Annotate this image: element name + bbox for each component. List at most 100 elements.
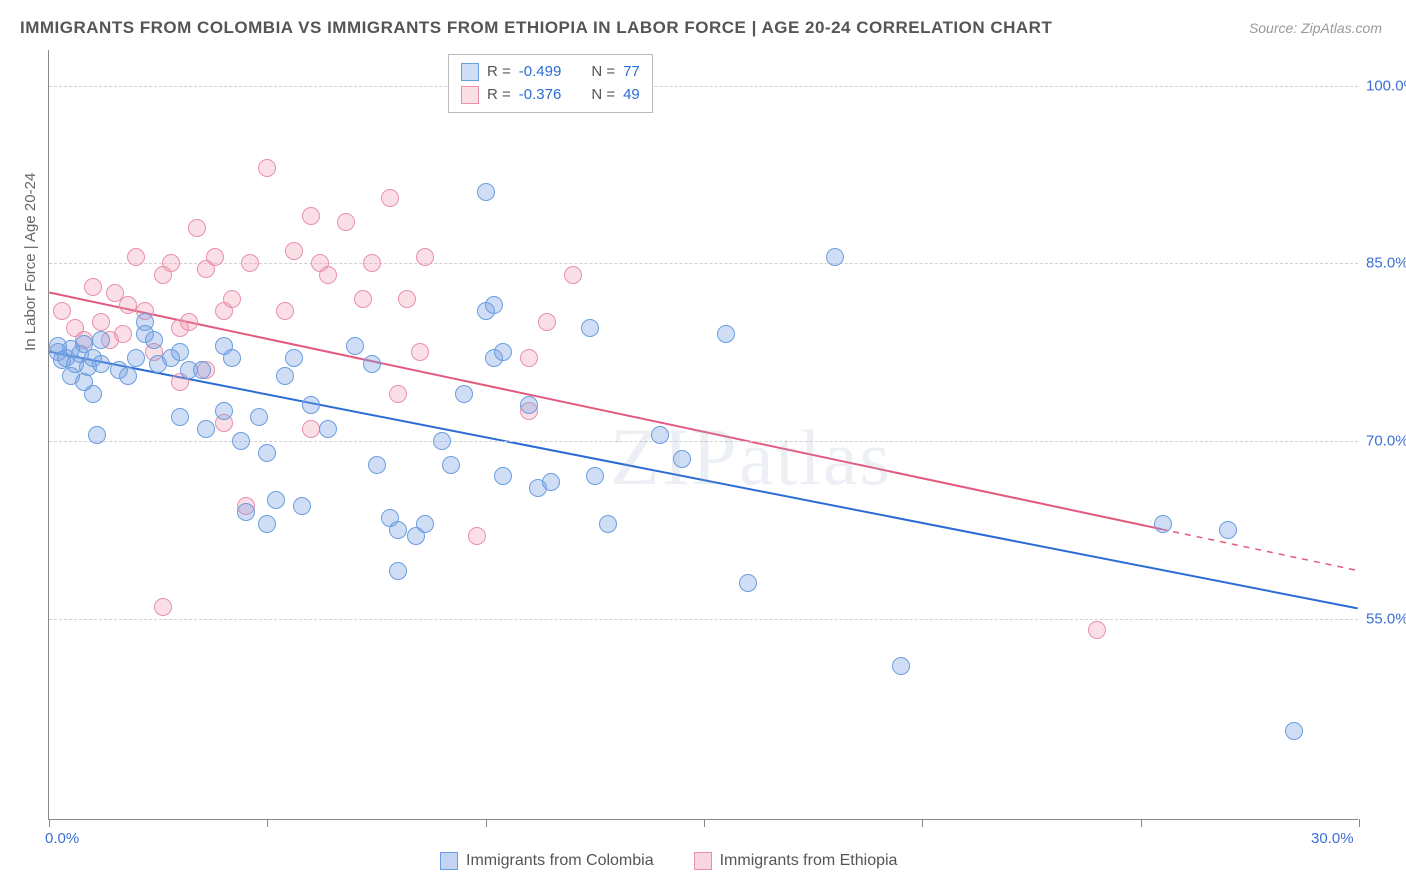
- data-point: [485, 296, 503, 314]
- x-tick: [486, 819, 487, 827]
- data-point: [258, 515, 276, 533]
- data-point: [84, 385, 102, 403]
- data-point: [416, 248, 434, 266]
- data-point: [468, 527, 486, 545]
- data-point: [232, 432, 250, 450]
- data-point: [542, 473, 560, 491]
- data-point: [599, 515, 617, 533]
- data-point: [154, 598, 172, 616]
- data-point: [92, 355, 110, 373]
- data-point: [368, 456, 386, 474]
- stat-r-value: -0.499: [519, 61, 562, 84]
- legend-swatch: [461, 86, 479, 104]
- data-point: [520, 396, 538, 414]
- data-point: [302, 207, 320, 225]
- legend-statistics: R =-0.499N =77R =-0.376N =49: [448, 54, 653, 113]
- stat-n-value: 77: [623, 61, 640, 84]
- data-point: [586, 467, 604, 485]
- y-axis-label: In Labor Force | Age 20-24: [22, 173, 39, 351]
- data-point: [127, 248, 145, 266]
- data-point: [215, 402, 233, 420]
- x-tick: [1359, 819, 1360, 827]
- legend-swatch: [440, 852, 458, 870]
- data-point: [171, 343, 189, 361]
- data-point: [319, 420, 337, 438]
- data-point: [88, 426, 106, 444]
- x-tick: [49, 819, 50, 827]
- y-tick-label: 100.0%: [1366, 77, 1406, 94]
- data-point: [354, 290, 372, 308]
- data-point: [136, 313, 154, 331]
- data-point: [258, 444, 276, 462]
- data-point: [381, 189, 399, 207]
- data-point: [276, 367, 294, 385]
- y-tick-label: 55.0%: [1366, 610, 1406, 627]
- data-point: [302, 396, 320, 414]
- x-tick: [1141, 819, 1142, 827]
- data-point: [416, 515, 434, 533]
- data-point: [673, 450, 691, 468]
- stat-r-label: R =: [487, 61, 511, 84]
- data-point: [241, 254, 259, 272]
- data-point: [223, 349, 241, 367]
- data-point: [285, 349, 303, 367]
- data-point: [389, 385, 407, 403]
- data-point: [826, 248, 844, 266]
- data-point: [1154, 515, 1172, 533]
- x-tick-label: 0.0%: [45, 830, 79, 847]
- legend-series-item: Immigrants from Colombia: [440, 852, 654, 870]
- trend-line: [49, 352, 1357, 609]
- legend-swatch: [461, 63, 479, 81]
- data-point: [455, 385, 473, 403]
- data-point: [258, 159, 276, 177]
- data-point: [717, 325, 735, 343]
- stat-n-value: 49: [623, 84, 640, 107]
- data-point: [119, 296, 137, 314]
- data-point: [223, 290, 241, 308]
- data-point: [363, 254, 381, 272]
- trend-line-extrapolated: [1161, 529, 1357, 570]
- legend-series-label: Immigrants from Colombia: [466, 852, 654, 870]
- data-point: [84, 278, 102, 296]
- data-point: [92, 331, 110, 349]
- data-point: [1285, 722, 1303, 740]
- stat-n-label: N =: [591, 61, 615, 84]
- data-point: [206, 248, 224, 266]
- gridline-horizontal: [49, 86, 1358, 87]
- data-point: [276, 302, 294, 320]
- data-point: [188, 219, 206, 237]
- data-point: [119, 367, 137, 385]
- chart-title: IMMIGRANTS FROM COLOMBIA VS IMMIGRANTS F…: [20, 18, 1052, 38]
- data-point: [389, 562, 407, 580]
- source-credit: Source: ZipAtlas.com: [1249, 20, 1382, 36]
- data-point: [285, 242, 303, 260]
- data-point: [442, 456, 460, 474]
- data-point: [237, 503, 255, 521]
- data-point: [494, 467, 512, 485]
- stat-n-label: N =: [591, 84, 615, 107]
- data-point: [411, 343, 429, 361]
- chart-plot-area: 55.0%70.0%85.0%100.0%0.0%30.0%: [48, 50, 1358, 820]
- data-point: [1088, 621, 1106, 639]
- data-point: [337, 213, 355, 231]
- data-point: [180, 313, 198, 331]
- data-point: [564, 266, 582, 284]
- data-point: [538, 313, 556, 331]
- data-point: [1219, 521, 1237, 539]
- x-tick: [704, 819, 705, 827]
- data-point: [739, 574, 757, 592]
- data-point: [319, 266, 337, 284]
- legend-stat-row: R = -0.499 N = 77: [461, 61, 640, 84]
- legend-series-item: Immigrants from Ethiopia: [694, 852, 898, 870]
- x-tick: [267, 819, 268, 827]
- data-point: [193, 361, 211, 379]
- data-point: [494, 343, 512, 361]
- data-point: [293, 497, 311, 515]
- data-point: [162, 254, 180, 272]
- gridline-horizontal: [49, 619, 1358, 620]
- data-point: [197, 420, 215, 438]
- data-point: [520, 349, 538, 367]
- data-point: [389, 521, 407, 539]
- stat-r-label: R =: [487, 84, 511, 107]
- data-point: [581, 319, 599, 337]
